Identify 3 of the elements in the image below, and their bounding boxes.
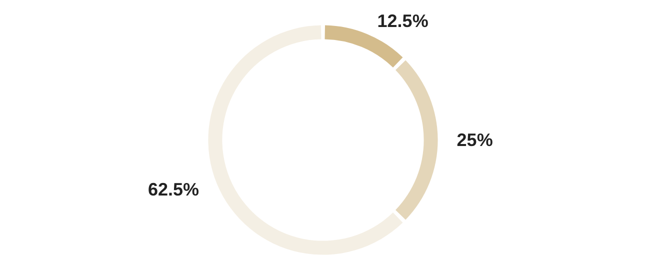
data-label: 25%	[456, 130, 493, 150]
data-label: 62.5%	[148, 179, 200, 200]
data-label: 12.5%	[377, 11, 428, 32]
